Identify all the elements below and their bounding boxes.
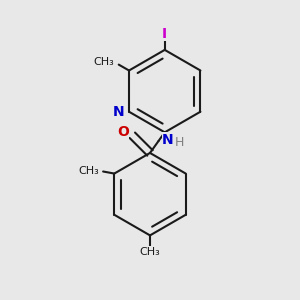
Text: O: O	[118, 125, 129, 139]
Text: H: H	[175, 136, 184, 149]
Text: N: N	[162, 133, 174, 146]
Text: CH₃: CH₃	[94, 57, 114, 67]
Text: CH₃: CH₃	[79, 166, 100, 176]
Text: I: I	[162, 27, 167, 41]
Text: CH₃: CH₃	[140, 247, 160, 256]
Text: N: N	[113, 105, 124, 119]
